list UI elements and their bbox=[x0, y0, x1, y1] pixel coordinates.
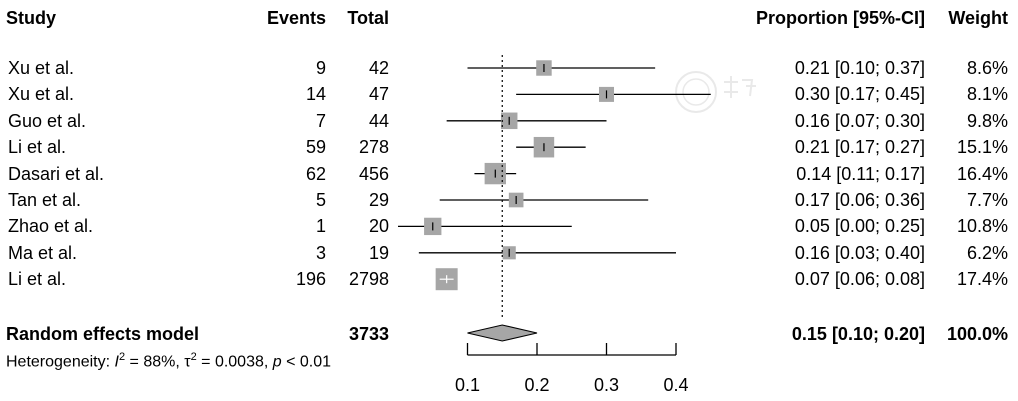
study-total: 456 bbox=[358, 163, 389, 184]
header-events: Events bbox=[266, 8, 326, 28]
study-weight: 8.6% bbox=[966, 58, 1008, 78]
study-ci: 0.05 [0.00; 0.25] bbox=[794, 216, 925, 237]
x-tick-label: 0.2 bbox=[524, 375, 549, 395]
study-name: Tan et al. bbox=[8, 190, 82, 210]
study-events: 3 bbox=[315, 242, 326, 263]
study-weight: 7.7% bbox=[966, 190, 1008, 210]
header-proportion-ci: Proportion [95%-CI] bbox=[756, 8, 925, 28]
summary-weight: 100.0% bbox=[946, 324, 1008, 344]
tau-value: = 0.0038, bbox=[196, 353, 273, 371]
study-events: 196 bbox=[295, 269, 326, 290]
study-weight: 8.1% bbox=[966, 84, 1008, 105]
summary-label: Random effects model bbox=[6, 324, 200, 344]
study-weight: 17.4% bbox=[956, 269, 1008, 290]
study-total: 44 bbox=[368, 110, 389, 131]
p-value: < 0.01 bbox=[281, 353, 332, 371]
study-name: Xu et al. bbox=[8, 84, 75, 105]
study-total: 19 bbox=[368, 242, 389, 263]
study-weight: 6.2% bbox=[966, 242, 1008, 263]
study-ci: 0.21 [0.10; 0.37] bbox=[794, 58, 925, 78]
study-events: 1 bbox=[315, 216, 326, 237]
study-name: Ma et al. bbox=[8, 242, 78, 263]
study-events: 14 bbox=[305, 84, 326, 105]
x-tick-label: 0.4 bbox=[663, 375, 688, 395]
watermark-seal-icon bbox=[675, 71, 756, 113]
tau-sup: 2 bbox=[190, 351, 197, 363]
study-total: 42 bbox=[368, 58, 389, 78]
study-weight: 9.8% bbox=[966, 110, 1008, 131]
study-ci: 0.16 [0.03; 0.40] bbox=[794, 242, 925, 263]
study-name: Li et al. bbox=[8, 137, 67, 158]
study-ci: 0.07 [0.06; 0.08] bbox=[794, 269, 925, 290]
study-name: Zhao et al. bbox=[8, 216, 94, 237]
study-total: 29 bbox=[368, 190, 389, 210]
header-study: Study bbox=[6, 8, 57, 28]
study-ci: 0.14 [0.11; 0.17] bbox=[796, 163, 925, 184]
study-name: Dasari et al. bbox=[8, 163, 105, 184]
study-weight: 15.1% bbox=[956, 137, 1008, 158]
summary-diamond bbox=[467, 324, 538, 342]
x-tick-label: 0.3 bbox=[594, 375, 619, 395]
i2-symbol: I bbox=[114, 353, 119, 371]
study-name: Guo et al. bbox=[8, 110, 87, 131]
study-name: Li et al. bbox=[8, 269, 67, 290]
study-events: 59 bbox=[305, 137, 326, 158]
summary-ci: 0.15 [0.10; 0.20] bbox=[791, 324, 925, 344]
study-weight: 16.4% bbox=[956, 163, 1008, 184]
study-name: Xu et al. bbox=[8, 58, 75, 78]
study-ci: 0.17 [0.06; 0.36] bbox=[794, 190, 925, 210]
tau-symbol: τ bbox=[184, 353, 191, 371]
i2-value: = 88%, bbox=[125, 353, 185, 371]
study-ci: 0.21 [0.17; 0.27] bbox=[794, 137, 925, 158]
heterogeneity-text: Heterogeneity: I2 = 88%, τ2 = 0.0038, p … bbox=[6, 347, 331, 372]
study-events: 9 bbox=[315, 58, 326, 78]
study-total: 20 bbox=[368, 216, 389, 237]
study-events: 5 bbox=[315, 190, 326, 210]
x-tick-label: 0.1 bbox=[455, 375, 480, 395]
header-weight: Weight bbox=[948, 8, 1008, 28]
study-events: 7 bbox=[315, 110, 326, 131]
i2-sup: 2 bbox=[118, 351, 126, 363]
study-ci: 0.16 [0.07; 0.30] bbox=[794, 110, 925, 131]
p-symbol: p bbox=[272, 353, 282, 371]
header-total: Total bbox=[347, 8, 389, 28]
study-weight: 10.8% bbox=[956, 216, 1008, 237]
summary-total: 3733 bbox=[348, 324, 389, 344]
study-ci: 0.30 [0.17; 0.45] bbox=[794, 84, 925, 105]
study-events: 62 bbox=[305, 163, 326, 184]
study-total: 47 bbox=[368, 84, 389, 105]
heterogeneity-prefix: Heterogeneity: bbox=[6, 353, 115, 371]
study-total: 278 bbox=[358, 137, 389, 158]
study-total: 2798 bbox=[348, 269, 389, 290]
